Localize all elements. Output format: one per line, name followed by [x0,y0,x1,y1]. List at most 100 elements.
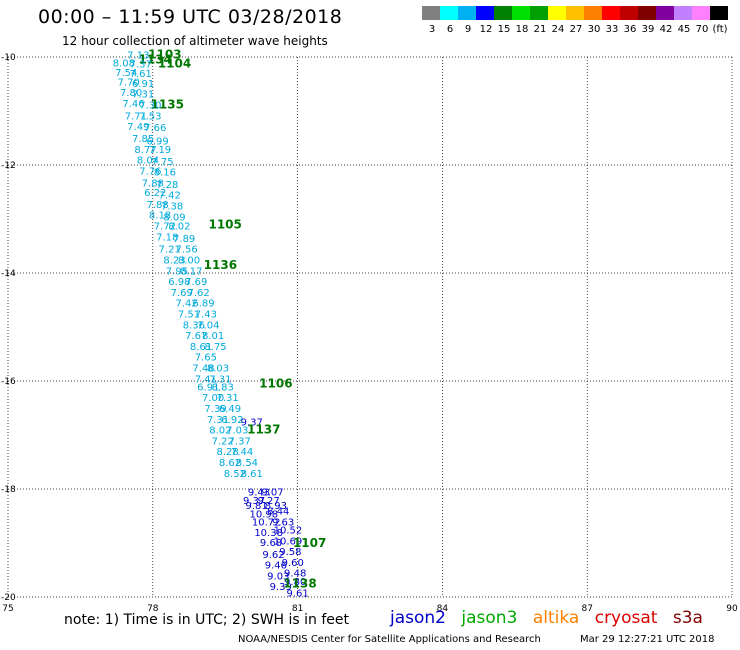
data-label: 7.00 [202,393,224,404]
data-label: 7.28 [156,180,178,191]
data-label: 1138 [283,577,316,591]
data-label: 8.28 [216,447,238,458]
data-label: 8.09 [163,212,185,223]
data-label: 6.99 [146,137,168,148]
data-label: 10.98 [249,509,278,520]
data-label: 7.31 [207,415,229,426]
data-label: 9.48 [284,569,306,580]
colorbar-swatch [422,6,440,20]
data-label: 8.03 [207,364,229,375]
x-tick-label: 75 [2,604,13,614]
colorbar-label: 18 [516,24,529,35]
data-label: 7.51 [178,310,200,321]
credit-text: NOAA/NESDIS Center for Satellite Applica… [238,634,541,645]
data-label: 8.02 [209,426,231,437]
data-label: 8.77 [134,145,156,156]
data-label: 9.43 [248,488,270,499]
data-label: 9.61 [286,589,308,600]
colorbar-swatch [458,6,476,20]
data-label: 7.66 [144,123,166,134]
data-label: 8.08 [113,58,135,69]
data-label: 7.31 [216,393,238,404]
data-label: 8.23 [163,256,185,267]
data-label: 7.42 [175,299,197,310]
x-tick-label: 78 [147,604,159,614]
data-label: 8.16 [154,167,176,178]
page-title: 00:00 – 11:59 UTC 03/28/2018 [38,6,343,28]
data-label: 8.00 [178,256,200,267]
data-label: 1137 [247,423,280,437]
data-label: 8.61 [190,342,212,353]
colorbar-label: 27 [570,24,583,35]
data-label: 7.70 [118,77,140,88]
colorbar-swatch [710,6,728,20]
data-label: 9.37 [243,496,265,507]
data-label: 8.83 [212,382,234,393]
colorbar-label: 15 [498,24,511,35]
data-label: 7.03 [226,426,248,437]
data-label: 7.69 [185,277,207,288]
x-tick-label: 87 [581,604,592,614]
data-label: 7.95 [166,266,188,277]
data-label: 7.65 [195,353,217,364]
colorbar-label: 3 [429,24,435,35]
legend-item-jason3: jason3 [461,608,518,628]
chart-subtitle: 12 hour collection of altimeter wave hei… [62,34,328,48]
data-label: 9.60 [282,558,304,569]
generated-timestamp: Mar 29 12:27:21 UTC 2018 [580,634,715,645]
data-label: 9.39 [270,582,292,593]
legend-item-altika: altika [532,608,580,628]
data-label: 8.18 [149,211,171,222]
data-label: 7.31 [132,90,154,101]
data-label: 1103 [148,47,181,61]
data-label: 7.31 [209,374,231,385]
colorbar-swatch [656,6,674,20]
data-label: 8.75 [204,342,226,353]
data-label: 9.81 [245,501,267,512]
data-label: 1104 [158,56,191,70]
legend-item-cryosat: cryosat [594,608,658,628]
colorbar-label: 70 [696,24,709,35]
data-label: 9.27 [258,496,280,507]
data-label: 8.02 [168,221,190,232]
data-label: 8.52 [224,469,246,480]
data-label: 1105 [208,217,241,231]
colorbar-label: 21 [534,24,547,35]
data-label: 9.68 [260,538,282,549]
y-tick-label: -20 [1,593,16,603]
data-label: 1107 [293,536,326,550]
x-tick-label: 81 [292,604,303,614]
data-label: 7.61 [130,69,152,80]
data-label: 8.36 [183,320,205,331]
data-label: 7.54 [115,68,137,79]
data-label: 1106 [259,377,292,391]
legend-item-s3a: s3a [672,608,703,628]
color-scale-legend: 3 6 9 12 15 18 21 24 27 30 33 36 39 42 45 70 (ft) [422,6,728,35]
data-label: 7.21 [159,245,181,256]
colorbar-swatch [440,6,458,20]
data-label: 8.44 [267,507,289,518]
colorbar-swatch [494,6,512,20]
data-label: 7.72 [154,221,176,232]
satellite-legend: jason2 jason3 altika cryosat s3a [390,608,713,628]
y-tick-label: -12 [1,161,16,171]
colorbar-label: 33 [606,24,619,35]
colorbar-label: 42 [660,24,673,35]
data-label: 7.37 [130,59,152,70]
data-label: 7.62 [188,288,210,299]
data-label: 6.98 [168,277,190,288]
colorbar-swatch [584,6,602,20]
colorbar-label: 12 [480,24,493,35]
data-label: 7.18 [156,232,178,243]
data-label: 10.52 [274,526,303,537]
colorbar-label: 45 [678,24,691,35]
data-label: 7.88 [146,200,168,211]
data-label: 1136 [204,258,237,272]
y-tick-label: -16 [1,377,16,387]
colorbar-label: 39 [642,24,655,35]
data-label: 7.71 [125,111,147,122]
data-label: 7.46 [122,99,144,110]
data-label: 7.42 [159,191,181,202]
data-label: 7.67 [185,331,207,342]
